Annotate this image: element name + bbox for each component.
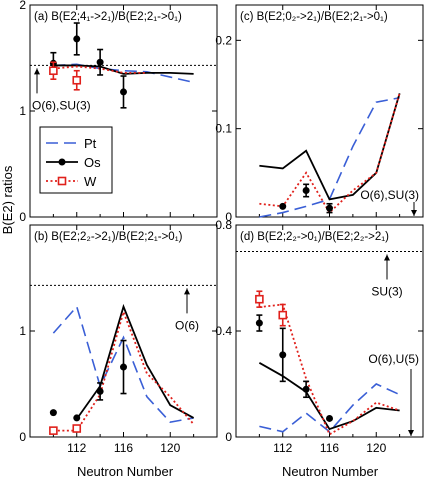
x-axis-label-right: Neutron Number — [282, 464, 379, 479]
data-point-os — [302, 385, 310, 393]
series-line-w — [259, 303, 400, 436]
annotation-label: O(6),SU(3) — [360, 188, 419, 202]
data-point-w — [278, 310, 288, 320]
panel-title: (c) B(E2;0₂->2₁)/B(E2;2₁->0₁) — [240, 11, 388, 23]
plot-frame — [235, 224, 424, 438]
y-tick-label: 0 — [225, 210, 232, 224]
y-tick-label: 0.2 — [215, 33, 232, 47]
x-tick-label: 116 — [114, 441, 133, 455]
annotation-arrow-head — [384, 254, 390, 261]
x-tick-label: 116 — [320, 441, 339, 455]
panel-title: (a) B(E2;4₁->2₁)/B(E2;2₁->0₁) — [34, 11, 182, 23]
series-line-os — [259, 93, 401, 201]
data-point-w — [72, 424, 82, 433]
data-point-w — [49, 426, 58, 435]
x-axis-label-left: Neutron Number — [77, 464, 174, 479]
panel-title: (d) B(E2;2₂->0₁)/B(E2;2₂->2₁) — [240, 231, 389, 243]
legend-marker-os — [58, 158, 66, 166]
annotation-arrow-head — [411, 210, 417, 216]
data-point-os — [73, 414, 81, 422]
data-point-os — [49, 409, 57, 417]
y-tick-label: 0 — [19, 210, 26, 224]
x-tick-label: 112 — [67, 441, 86, 455]
data-point-os — [96, 58, 104, 66]
y-tick-label: 2 — [19, 0, 26, 12]
annotation-arrow-head — [408, 430, 414, 436]
y-tick-label: 0.4 — [215, 324, 232, 338]
legend: Pt Os W — [39, 126, 113, 194]
annotation-label: O(6) — [175, 318, 199, 332]
x-tick-label: 120 — [160, 441, 180, 455]
panel-c: 0 0.1 0.2 (c) B(E2;0₂->2₁)/B(E2;2₁->0₁) O(6)… — [215, 4, 424, 224]
panel-title: (b) B(E2;2₂->2₁)/B(E2;2₁->0₁) — [34, 231, 183, 243]
data-point-os — [96, 387, 104, 395]
data-point-os — [255, 319, 263, 327]
x-tick-label: 120 — [366, 441, 386, 455]
legend-marker-w — [57, 176, 67, 186]
panel-d: 112 116 120 0 0.4 0.8 (d) B(E2;2₂->0₁)/B(E2;2₂… — [215, 218, 424, 455]
data-point-os — [120, 88, 127, 96]
series-line-pt — [53, 63, 194, 84]
y-tick-label: 0 — [19, 430, 26, 444]
panel-b: 112 116 120 0 1 (b) B(E2;2₂->2₁)/B(E2;2₁->0₁)… — [19, 224, 218, 455]
data-point-w — [255, 294, 264, 304]
data-point-os — [73, 35, 81, 43]
annotation-arrow-head — [184, 288, 190, 295]
data-point-w — [49, 66, 58, 76]
legend-label-w: W — [84, 174, 97, 189]
y-tick-label: 1 — [19, 104, 26, 118]
legend-label-pt: Pt — [84, 136, 97, 151]
y-tick-label: 0.1 — [215, 122, 232, 136]
panel-a: 0 1 2 (a) B(E2;4₁->2₁)/B(E2;2₁->0₁) O(6),SU(… — [19, 0, 218, 224]
series-line-pt — [52, 305, 194, 424]
data-point-os — [279, 351, 287, 359]
y-tick-label: 0 — [225, 430, 232, 444]
y-tick-label: 1 — [19, 324, 26, 338]
x-tick-label: 112 — [273, 441, 292, 455]
data-point-w — [72, 75, 82, 85]
series-line-os — [76, 303, 195, 420]
series-line-pt — [259, 383, 400, 433]
annotation-label: SU(3) — [371, 285, 402, 299]
y-axis-label: B(E2) ratios — [0, 165, 15, 234]
data-point-os — [120, 363, 127, 371]
series-line-os — [53, 64, 194, 75]
legend-box — [39, 126, 113, 194]
data-point-os — [326, 204, 333, 212]
annotation-label: O(6),U(5) — [368, 352, 419, 366]
annotation-arrow-head — [34, 68, 40, 75]
annotation-label: O(6),SU(3) — [32, 98, 91, 112]
legend-label-os: Os — [84, 155, 101, 170]
data-point-os — [279, 202, 287, 210]
data-point-os — [326, 414, 333, 422]
y-tick-label: 0.8 — [215, 218, 232, 232]
data-point-os — [302, 187, 310, 194]
